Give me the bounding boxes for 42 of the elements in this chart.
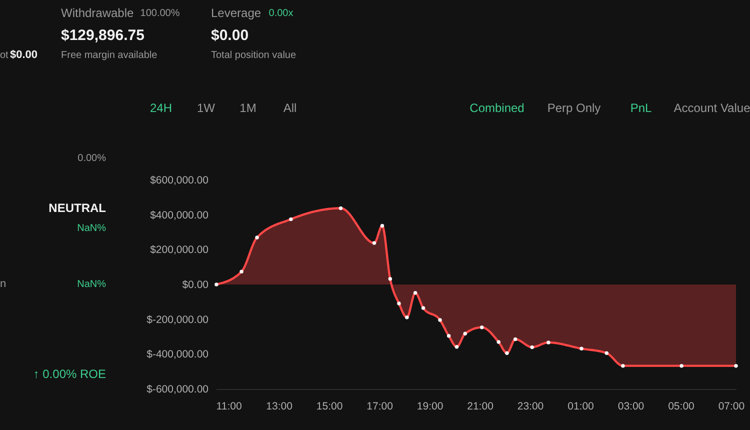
x-tick-label: 23:00: [517, 400, 544, 412]
x-tick-label: 03:00: [618, 400, 644, 412]
y-tick-label: $400,000.00: [150, 209, 209, 222]
text: n: [0, 278, 6, 290]
x-tick-label: 07:00: [718, 400, 745, 412]
text: 24H: [150, 101, 172, 115]
text: ot: [0, 50, 9, 61]
y-tick-label: $-200,000.00: [146, 314, 209, 326]
x-tick-label: 05:00: [668, 400, 695, 412]
text: $0.00: [10, 49, 38, 61]
text: NaN%: [77, 223, 106, 234]
text: 0.00%: [78, 153, 106, 164]
text: ↑ 0.00% ROE: [33, 367, 106, 381]
text: PnL: [630, 101, 652, 115]
y-tick-label: $600,000.00: [150, 174, 209, 186]
text: 1M: [240, 101, 256, 115]
text: Account Value: [674, 101, 750, 115]
y-tick-label: $200,000.00: [150, 244, 209, 256]
text: 1W: [197, 101, 216, 115]
text: Free margin available: [61, 50, 158, 61]
text: $129,896.75: [61, 27, 144, 44]
text: Withdrawable: [61, 6, 134, 20]
text: Perp Only: [547, 101, 601, 115]
y-tick-label: $-400,000.00: [146, 348, 209, 361]
text: All: [283, 101, 297, 115]
y-tick-label: $0.00: [182, 279, 209, 291]
x-tick-label: 11:00: [216, 400, 242, 412]
text: 0.00x: [268, 8, 294, 19]
text: Combined: [470, 101, 524, 115]
x-tick-label: 21:00: [467, 400, 494, 412]
text: Total position value: [211, 50, 296, 61]
x-tick-label: 01:00: [568, 400, 594, 412]
text: $0.00: [211, 27, 249, 44]
y-tick-label: $-600,000.00: [146, 384, 209, 396]
text: NEUTRAL: [48, 201, 106, 215]
text: Leverage: [211, 6, 262, 20]
x-tick-label: 17:00: [366, 400, 394, 412]
text: NaN%: [77, 279, 106, 290]
x-tick-label: 13:00: [266, 400, 293, 412]
x-tick-label: 15:00: [316, 400, 343, 412]
x-tick-label: 19:00: [416, 400, 444, 412]
text: 100.00%: [140, 8, 180, 19]
